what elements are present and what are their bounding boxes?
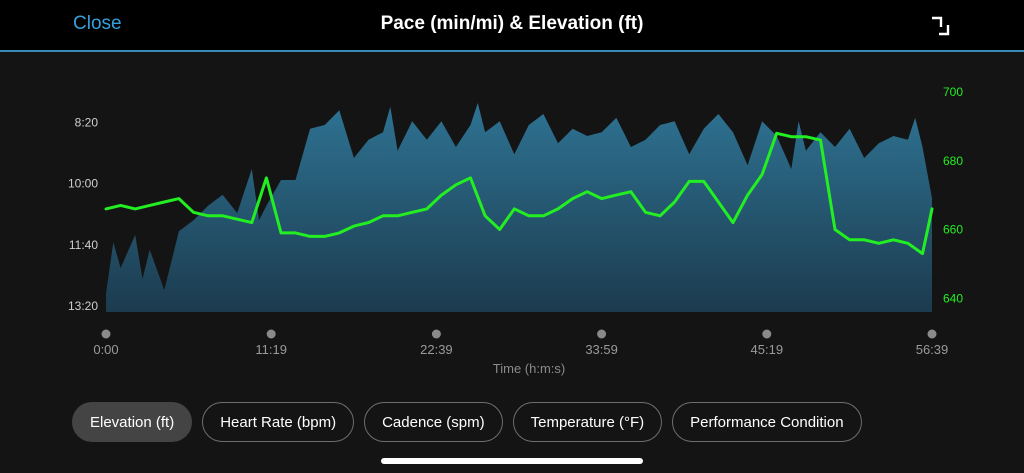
- pace-tick-label: 10:00: [68, 177, 98, 191]
- time-tick-dot: [927, 329, 937, 339]
- time-tick-dot: [266, 329, 276, 339]
- metric-pill[interactable]: Cadence (spm): [364, 402, 503, 442]
- header-bar: Close Pace (min/mi) & Elevation (ft): [0, 0, 1024, 52]
- page-title: Pace (min/mi) & Elevation (ft): [380, 13, 644, 34]
- time-tick-label: 45:19: [751, 342, 784, 357]
- time-tick-label: 11:19: [255, 342, 287, 357]
- expand-icon[interactable]: [928, 14, 952, 38]
- time-tick-dot: [101, 329, 111, 339]
- elevation-axis: 700 680 660 640: [943, 85, 963, 305]
- time-tick-dot: [597, 329, 607, 339]
- pace-axis: 8:20 10:00 11:40 13:20: [68, 116, 98, 313]
- metric-pill[interactable]: Temperature (°F): [512, 402, 663, 442]
- pace-area: [106, 103, 932, 312]
- pace-tick-label: 13:20: [68, 299, 98, 313]
- elevation-tick-label: 700: [943, 85, 963, 99]
- pace-tick-label: 8:20: [75, 116, 99, 130]
- home-indicator[interactable]: [381, 458, 643, 464]
- metric-pill[interactable]: Heart Rate (bpm): [202, 402, 355, 442]
- metric-selector: Elevation (ft) Heart Rate (bpm) Cadence (s…: [72, 402, 862, 442]
- time-axis: 0:00 11:19 22:39 33:59 45:19 56:39: [93, 329, 949, 357]
- elevation-line-layer: [104, 131, 934, 256]
- time-tick-dot: [431, 329, 441, 339]
- metric-pill[interactable]: Performance Condition: [672, 402, 862, 442]
- elevation-tick-label: 660: [943, 223, 963, 237]
- time-tick-dot: [762, 329, 772, 339]
- x-axis-label: Time (h:m:s): [493, 361, 565, 376]
- time-tick-label: 22:39: [420, 342, 453, 357]
- close-button[interactable]: Close: [73, 13, 122, 34]
- elevation-line: [104, 131, 934, 256]
- elevation-tick-label: 680: [943, 154, 963, 168]
- elevation-tick-label: 640: [943, 291, 963, 305]
- pace-elevation-chart[interactable]: 8:20 10:00 11:40 13:20 700 680 660 640 0:00 11:…: [0, 52, 1024, 392]
- pace-tick-label: 11:40: [69, 238, 98, 252]
- time-tick-label: 56:39: [916, 342, 949, 357]
- time-tick-label: 33:59: [585, 342, 618, 357]
- metric-pill[interactable]: Elevation (ft): [72, 402, 193, 442]
- pace-area-layer: [106, 103, 932, 312]
- time-tick-label: 0:00: [93, 342, 118, 357]
